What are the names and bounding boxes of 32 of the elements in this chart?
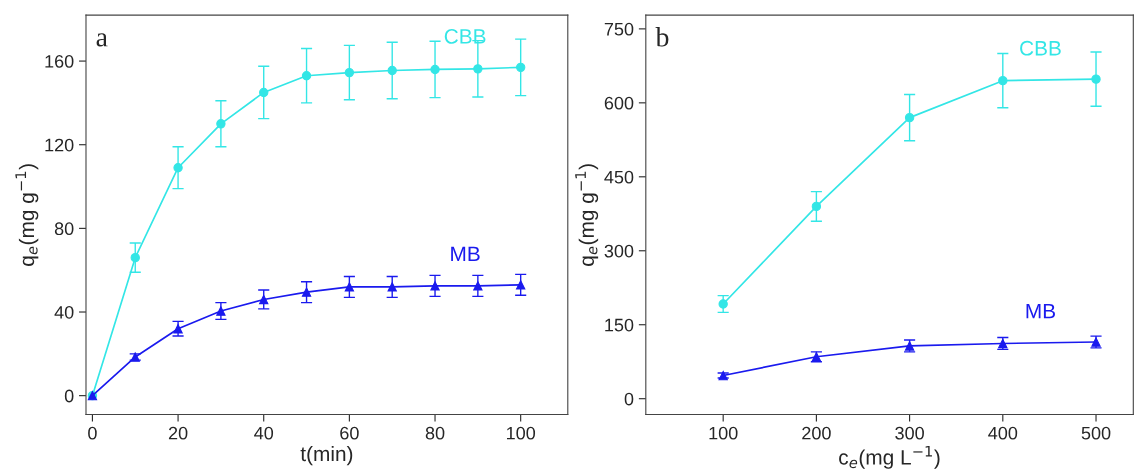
annotation: b (655, 27, 669, 47)
series-label: MB (451, 246, 480, 262)
y-tick-label: 40 (54, 305, 74, 319)
y-tick-label: 120 (45, 138, 74, 152)
y-tick-label: 450 (604, 170, 634, 184)
y-tick-label: 150 (605, 318, 634, 332)
x-tick-label: 200 (802, 426, 831, 440)
x-tick-label: 0 (88, 426, 97, 440)
y-tick-label: 600 (604, 96, 634, 110)
y-tick-label: 80 (54, 222, 74, 236)
y-tick-label: 0 (624, 392, 634, 406)
x-tick-label: 100 (507, 426, 536, 440)
series-label: CBB (444, 29, 486, 44)
y-tick-label: 160 (45, 55, 74, 68)
x-axis-title: t(min) (300, 445, 353, 466)
y-tick-label: 750 (604, 22, 634, 36)
y-axis-title: q$_{e}$(mg g$^{−1}$) (575, 164, 599, 266)
y-axis-title: q$_{e}$(mg g$^{−1}$) (15, 164, 39, 266)
annotation: a (96, 33, 108, 47)
x-tick-label: 100 (709, 426, 738, 440)
x-tick-label: 40 (254, 426, 274, 440)
y-tick-label: 300 (604, 244, 634, 258)
x-tick-label: 500 (1081, 426, 1111, 440)
x-tick-label: 60 (340, 426, 359, 440)
x-tick-label: 20 (168, 426, 188, 440)
x-tick-label: 80 (425, 426, 445, 440)
y-tick-label: 0 (64, 389, 74, 403)
x-tick-label: 400 (988, 426, 1018, 440)
x-axis-title: c$_{e}$(mg L$^{−1}$) (839, 445, 940, 469)
series-label: MB (1026, 303, 1055, 319)
series-label: CBB (1020, 40, 1061, 56)
x-tick-label: 300 (895, 426, 924, 440)
